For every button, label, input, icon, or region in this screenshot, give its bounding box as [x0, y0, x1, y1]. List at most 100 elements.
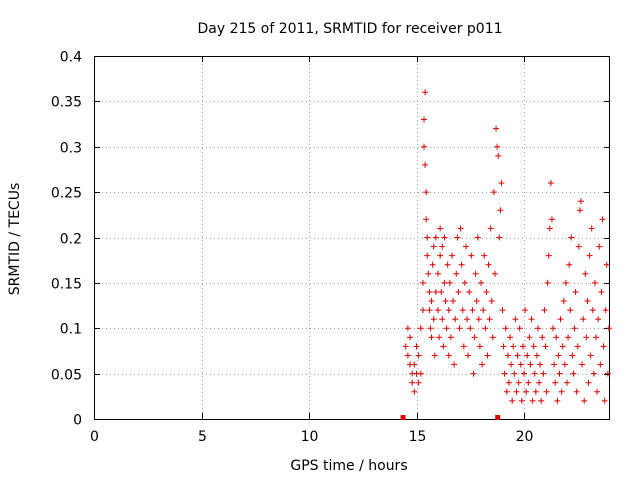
data-point	[489, 334, 496, 341]
data-point	[429, 261, 436, 268]
data-point	[493, 125, 500, 132]
data-point	[470, 370, 477, 377]
data-point	[559, 343, 566, 350]
y-tick-label: 0.4	[60, 50, 82, 66]
x-tick-label: 5	[198, 429, 207, 445]
data-point	[528, 316, 535, 323]
data-point	[443, 325, 450, 332]
data-point	[573, 388, 580, 395]
data-point	[527, 361, 534, 368]
data-point	[460, 343, 467, 350]
data-point	[421, 116, 428, 123]
data-point	[426, 288, 433, 295]
x-tick-label: 10	[301, 429, 319, 445]
data-point	[481, 252, 488, 259]
data-point	[511, 370, 518, 377]
data-point	[469, 307, 476, 314]
data-point	[455, 288, 462, 295]
data-point	[453, 270, 460, 277]
data-points	[400, 89, 612, 420]
data-point	[484, 352, 491, 359]
data-point	[594, 388, 601, 395]
data-point	[596, 243, 603, 250]
data-point	[544, 279, 551, 286]
data-point	[483, 288, 490, 295]
data-point	[430, 316, 437, 323]
data-point	[474, 234, 481, 241]
data-point	[426, 307, 433, 314]
data-point	[587, 352, 594, 359]
data-point	[600, 343, 607, 350]
data-point	[595, 316, 602, 323]
data-point	[480, 307, 487, 314]
data-point	[413, 343, 420, 350]
data-point	[538, 397, 545, 404]
data-point	[494, 143, 501, 150]
data-point	[575, 243, 582, 250]
data-point	[478, 279, 484, 286]
data-point	[495, 415, 501, 420]
data-point	[515, 379, 522, 386]
data-point	[427, 325, 434, 332]
data-point	[451, 361, 458, 368]
data-point	[574, 343, 581, 350]
data-point	[517, 361, 524, 368]
y-tick-label: 0.1	[60, 322, 82, 338]
data-point	[576, 207, 583, 214]
data-point	[441, 234, 448, 241]
data-point	[548, 216, 555, 223]
data-point	[532, 388, 539, 395]
data-point	[599, 216, 606, 223]
data-point	[558, 388, 565, 395]
y-tick-label: 0.15	[51, 277, 82, 293]
data-point	[400, 415, 406, 420]
data-point	[495, 152, 502, 159]
data-point	[514, 352, 521, 359]
data-point	[431, 352, 438, 359]
data-point	[509, 397, 516, 404]
data-point	[583, 334, 590, 341]
data-point	[557, 316, 564, 323]
data-point	[591, 279, 598, 286]
data-point	[602, 307, 609, 314]
y-tick-label: 0.2	[60, 232, 82, 248]
data-point	[571, 325, 578, 332]
data-point	[454, 234, 461, 241]
data-point	[458, 261, 465, 268]
data-point	[585, 379, 592, 386]
data-point	[430, 243, 437, 250]
data-point	[550, 325, 557, 332]
data-point	[485, 261, 492, 268]
data-point	[569, 352, 576, 359]
data-point	[490, 189, 497, 196]
data-point	[582, 270, 589, 277]
data-point	[407, 334, 414, 341]
data-point	[593, 334, 600, 341]
data-point	[566, 261, 573, 268]
data-point	[580, 316, 587, 323]
data-point	[486, 316, 493, 323]
data-point	[523, 388, 530, 395]
data-point	[441, 279, 448, 286]
data-point	[554, 397, 561, 404]
data-point	[598, 288, 605, 295]
data-point	[432, 234, 439, 241]
data-point	[552, 379, 559, 386]
data-point	[562, 279, 569, 286]
data-point	[435, 270, 441, 277]
data-point	[543, 388, 550, 395]
data-point	[423, 189, 430, 196]
data-point	[577, 198, 584, 205]
data-point	[504, 352, 511, 359]
data-point	[411, 388, 418, 395]
data-point	[476, 343, 483, 350]
data-point	[605, 325, 612, 332]
data-point	[536, 379, 543, 386]
data-point	[428, 334, 435, 341]
data-point	[545, 252, 552, 259]
x-tick-label: 20	[516, 429, 534, 445]
data-point	[522, 307, 529, 314]
y-tick-label: 0.3	[60, 141, 82, 157]
data-point	[567, 307, 574, 314]
